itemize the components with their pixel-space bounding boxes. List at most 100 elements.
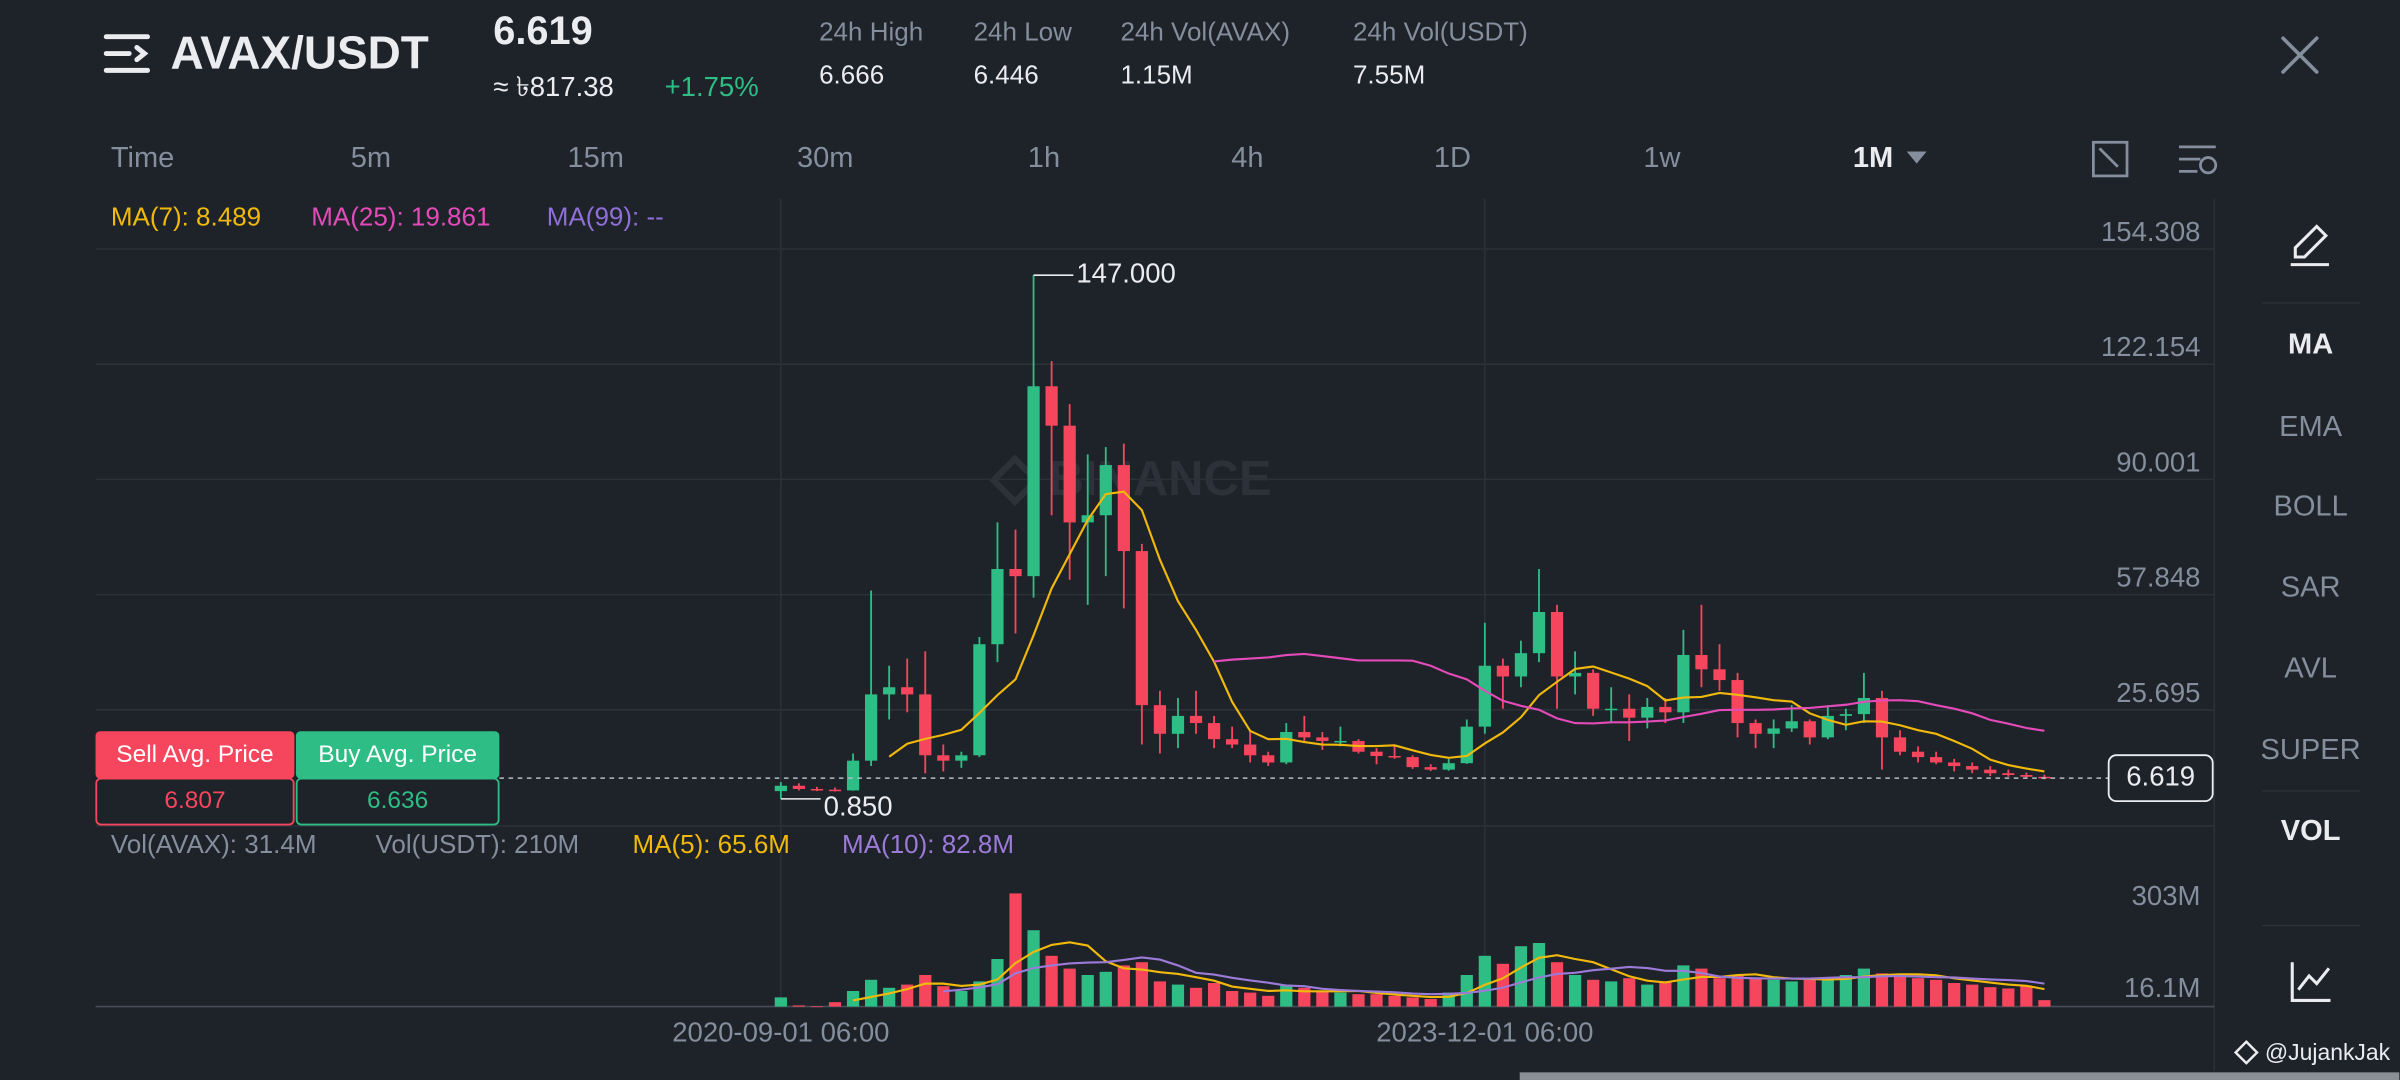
volume-bar xyxy=(1496,963,1510,1007)
candle-body xyxy=(1244,744,1257,756)
x-tick-label: 2020-09-01 06:00 xyxy=(672,1016,889,1047)
volume-bar xyxy=(1081,974,1094,1007)
volume-tick-label: 16.1M xyxy=(2124,972,2200,1003)
icon-stroke xyxy=(2098,147,2119,168)
draw-icon[interactable] xyxy=(2290,224,2329,267)
candle-body xyxy=(1298,732,1311,738)
volume-bar xyxy=(1857,968,1871,1007)
interval-tab[interactable]: 5m xyxy=(351,142,391,174)
interval-tab-active[interactable]: 1M xyxy=(1853,142,1893,174)
volume-bar xyxy=(792,1005,806,1007)
volume-bar xyxy=(1171,984,1185,1007)
volume-bar xyxy=(955,990,968,1007)
interval-caret xyxy=(1906,151,1927,164)
avg-price-value: 6.636 xyxy=(367,787,428,814)
price-change: +1.75% xyxy=(665,71,759,102)
menu-icon[interactable] xyxy=(103,34,150,73)
interval-tab[interactable]: Time xyxy=(111,142,174,174)
candle-body xyxy=(1857,697,1871,715)
volume-bar xyxy=(810,1006,824,1008)
annotation-label: 0.850 xyxy=(824,790,893,821)
volume-bar xyxy=(1605,981,1618,1007)
candle-body xyxy=(901,687,914,695)
candle-body xyxy=(1009,568,1022,577)
volume-bar xyxy=(1370,994,1383,1007)
candle-body xyxy=(1677,654,1690,713)
candle-body xyxy=(1189,715,1203,724)
volume-bar xyxy=(1153,981,1167,1007)
interval-tab[interactable]: 1w xyxy=(1643,142,1681,174)
candle-body xyxy=(1767,728,1780,734)
indicator-option[interactable]: VOL xyxy=(2281,815,2341,847)
interval-tab[interactable]: 15m xyxy=(567,142,624,174)
candle-body xyxy=(1550,611,1564,677)
stat-value: 1.15M xyxy=(1120,59,1192,89)
stat-label: 24h High xyxy=(819,17,923,47)
volume-bar xyxy=(1352,994,1365,1007)
candle-body xyxy=(1587,672,1600,709)
volume-bar xyxy=(1207,982,1221,1007)
volume-bar xyxy=(1460,974,1473,1007)
plot-area: 154.308 122.154 90.001 57.848 25.695 303M 16.1… xyxy=(95,198,2215,1047)
menu-arrow xyxy=(134,44,149,63)
indicator-option[interactable]: AVL xyxy=(2284,653,2337,685)
candle-body xyxy=(846,760,860,791)
pair-title[interactable]: AVAX/USDT xyxy=(170,27,428,79)
volume-bar xyxy=(1532,943,1546,1007)
close-stroke xyxy=(2281,36,2319,74)
icon-gear xyxy=(2199,156,2218,175)
avg-price-label: Sell Avg. Price xyxy=(116,741,273,768)
volume-bar xyxy=(1641,984,1654,1007)
volume-bar xyxy=(1189,987,1203,1007)
ma-legend: MA(7): 8.489 xyxy=(111,202,261,232)
avg-price-header xyxy=(295,731,500,779)
interval-tab[interactable]: 1D xyxy=(1434,142,1471,174)
close-button[interactable] xyxy=(2281,36,2319,74)
interval-tab[interactable]: 1h xyxy=(1028,142,1060,174)
candle-body xyxy=(1893,737,1907,752)
chart-type-icon[interactable] xyxy=(2290,962,2331,1002)
ma-line xyxy=(888,490,2045,773)
volume-bar xyxy=(828,1002,842,1007)
candle-body xyxy=(1911,751,1925,758)
volume-bar xyxy=(1226,990,1239,1007)
candle-body xyxy=(1262,755,1275,763)
fullscreen-icon[interactable] xyxy=(2091,140,2129,178)
candle-body xyxy=(1731,680,1744,724)
interval-tab[interactable]: 4h xyxy=(1231,142,1263,174)
settings-icon[interactable] xyxy=(2179,145,2218,175)
candle-body xyxy=(1117,465,1130,552)
stat-label: 24h Low xyxy=(974,17,1073,47)
volume-bar xyxy=(1045,955,1058,1007)
candle-body xyxy=(1532,611,1546,654)
volume-bar xyxy=(1550,962,1564,1007)
pencil xyxy=(2293,224,2329,259)
indicator-option[interactable]: SUPER xyxy=(2261,734,2361,766)
candle-body xyxy=(1803,721,1816,738)
candle-body xyxy=(1568,672,1582,677)
volume-bar xyxy=(1514,946,1528,1007)
indicator-option[interactable]: MA xyxy=(2288,328,2333,360)
volume-bar xyxy=(1659,981,1672,1007)
indicator-option[interactable]: BOLL xyxy=(2273,491,2347,523)
volume-bar xyxy=(1623,978,1636,1007)
interval-tab[interactable]: 30m xyxy=(797,142,854,174)
fiat-price: ≈ ৳817.38 xyxy=(493,71,614,102)
volume-bar xyxy=(1767,979,1780,1007)
avg-price-value: 6.807 xyxy=(164,787,225,814)
indicator-option[interactable]: EMA xyxy=(2279,411,2343,443)
last-price-tag-text: 6.619 xyxy=(2126,760,2195,791)
stat-label: 24h Vol(USDT) xyxy=(1353,17,1528,47)
volume-bar xyxy=(919,974,932,1007)
candle-body xyxy=(828,789,842,792)
candle-body xyxy=(1514,653,1528,677)
stat-value: 6.446 xyxy=(974,59,1039,89)
candle-body xyxy=(1027,386,1040,577)
candle-body xyxy=(1929,757,1943,763)
indicator-option[interactable]: SAR xyxy=(2281,572,2341,604)
volume-bar xyxy=(2038,1000,2051,1007)
candle-body xyxy=(955,755,968,761)
